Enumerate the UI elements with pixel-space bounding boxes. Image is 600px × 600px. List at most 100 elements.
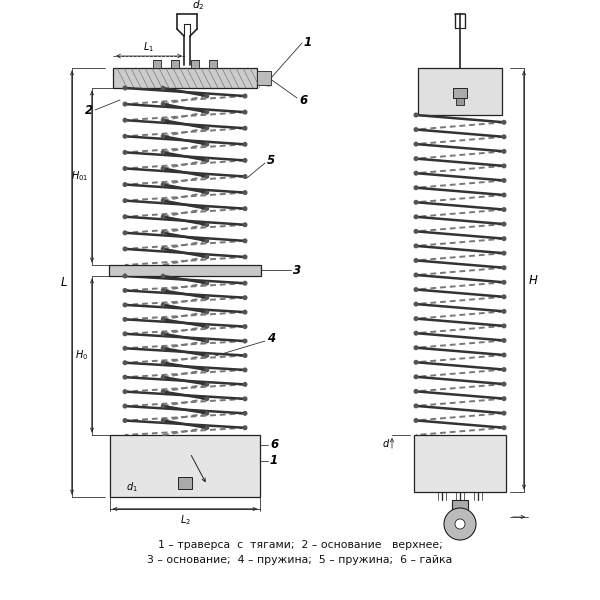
Circle shape (414, 404, 418, 408)
Circle shape (161, 103, 164, 106)
Text: $H_0$: $H_0$ (75, 349, 88, 362)
Circle shape (123, 183, 127, 187)
Circle shape (502, 426, 506, 430)
Circle shape (123, 419, 127, 422)
Circle shape (205, 207, 209, 210)
Circle shape (243, 239, 247, 242)
Circle shape (502, 397, 506, 400)
Circle shape (243, 110, 247, 114)
Circle shape (161, 304, 164, 307)
Circle shape (502, 412, 506, 415)
Circle shape (502, 193, 506, 197)
Circle shape (502, 295, 506, 299)
Circle shape (243, 412, 247, 415)
Circle shape (243, 397, 247, 401)
Bar (452, 500, 468, 512)
Circle shape (243, 325, 247, 328)
Circle shape (414, 288, 418, 292)
Circle shape (205, 383, 209, 386)
Circle shape (161, 134, 164, 138)
Circle shape (123, 215, 127, 218)
Text: 4: 4 (267, 332, 275, 346)
Circle shape (414, 157, 418, 160)
Circle shape (502, 368, 506, 371)
Circle shape (161, 215, 164, 218)
Circle shape (161, 419, 164, 422)
Circle shape (502, 266, 506, 269)
Text: $d$: $d$ (382, 437, 390, 449)
Circle shape (161, 318, 164, 321)
Circle shape (161, 199, 164, 202)
Bar (209, 60, 217, 68)
Circle shape (205, 354, 209, 357)
Circle shape (205, 412, 209, 415)
Circle shape (123, 361, 127, 365)
Circle shape (205, 159, 209, 162)
Circle shape (243, 383, 247, 386)
Text: $d_2$: $d_2$ (192, 0, 205, 12)
Circle shape (414, 331, 418, 335)
Circle shape (243, 310, 247, 314)
Circle shape (161, 119, 164, 122)
Circle shape (414, 142, 418, 146)
Circle shape (205, 175, 209, 178)
Circle shape (502, 251, 506, 255)
Circle shape (502, 208, 506, 211)
Circle shape (205, 94, 209, 98)
Circle shape (243, 127, 247, 130)
Circle shape (123, 390, 127, 394)
Circle shape (205, 110, 209, 114)
Bar (191, 60, 199, 68)
Circle shape (243, 353, 247, 357)
Circle shape (205, 239, 209, 242)
Circle shape (243, 255, 247, 259)
Circle shape (502, 324, 506, 328)
Text: 1: 1 (270, 455, 278, 467)
Circle shape (123, 118, 127, 122)
Circle shape (123, 86, 127, 90)
Circle shape (502, 280, 506, 284)
Circle shape (123, 274, 127, 278)
Bar (414, 435, 506, 492)
Bar (113, 68, 257, 88)
Circle shape (414, 361, 418, 364)
Bar (153, 60, 161, 68)
Circle shape (243, 158, 247, 162)
Circle shape (161, 231, 164, 235)
Bar (418, 68, 502, 115)
Circle shape (123, 376, 127, 379)
Circle shape (205, 340, 209, 343)
Bar (171, 60, 179, 68)
Circle shape (414, 273, 418, 277)
Text: 6: 6 (270, 439, 278, 451)
Circle shape (205, 325, 209, 328)
Circle shape (243, 426, 247, 430)
Text: 1 – траверса  с  тягами;  2 – основание   верхнее;: 1 – траверса с тягами; 2 – основание вер… (158, 540, 442, 550)
Text: $H$: $H$ (528, 274, 539, 286)
Circle shape (161, 347, 164, 350)
Circle shape (123, 332, 127, 335)
Circle shape (161, 167, 164, 170)
Bar (257, 71, 271, 85)
Circle shape (502, 164, 506, 168)
Circle shape (205, 143, 209, 146)
Circle shape (502, 382, 506, 386)
Circle shape (243, 296, 247, 299)
Circle shape (502, 338, 506, 342)
Text: $L_1$: $L_1$ (143, 40, 155, 54)
Circle shape (161, 274, 164, 278)
Circle shape (205, 296, 209, 299)
Circle shape (502, 222, 506, 226)
Circle shape (205, 256, 209, 259)
Circle shape (123, 151, 127, 154)
Circle shape (414, 172, 418, 175)
Circle shape (123, 317, 127, 321)
Circle shape (205, 426, 209, 430)
Circle shape (243, 175, 247, 178)
Circle shape (161, 247, 164, 251)
Text: 5: 5 (267, 154, 275, 167)
Circle shape (414, 389, 418, 393)
Circle shape (123, 167, 127, 170)
Text: 1: 1 (304, 35, 312, 49)
Circle shape (414, 346, 418, 350)
